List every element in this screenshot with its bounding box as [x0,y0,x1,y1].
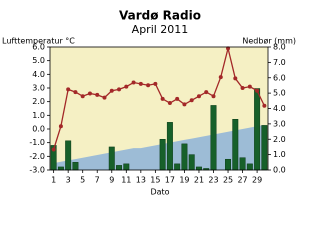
y-tick-label: -2.0 [29,152,45,161]
temp-point [247,84,252,89]
precip-bar [159,139,166,171]
precip-bar [108,146,115,171]
precip-bar [246,163,253,171]
temp-point [189,98,194,103]
y2-axis-label: Nedbør (mm) [242,37,296,46]
y2-tick-label: 8.0 [273,43,286,52]
temp-point [73,90,78,95]
temp-point [131,80,136,85]
x-tick-label: 3 [66,176,71,185]
x-tick-label: 17 [165,176,175,185]
y-tick-label: 1.0 [32,111,45,120]
y2-tick-label: 3.0 [273,119,286,128]
y2-tick-label: 6.0 [273,73,286,82]
x-axis-label: Dato [150,188,169,197]
x-tick-label: 19 [179,176,189,185]
temp-point [255,88,260,93]
temp-point [58,124,63,129]
temp-point [262,103,267,108]
temp-point [240,86,245,90]
y2-tick-label: 7.0 [273,58,286,67]
precip-bar [174,163,181,171]
temp-point [175,96,180,101]
x-tick-label: 11 [121,176,131,185]
temp-point [80,94,85,99]
x-tick-label: 5 [80,176,85,185]
temp-point [233,76,238,81]
y-tick-label: 4.0 [32,70,45,79]
x-tick-label: 21 [194,176,204,185]
precip-bar [239,157,246,171]
chart: Vardø Radio April 2011 Lufttemperatur °C… [2,9,296,197]
temp-point [204,90,209,95]
temp-point [95,92,100,97]
x-tick-label: 29 [252,176,262,185]
y-tick-label: 6.0 [32,43,45,52]
y-tick-label: 2.0 [32,97,45,106]
y2-tick-label: 2.0 [273,135,286,144]
precip-bar [261,125,268,171]
x-tick-label: 25 [223,176,233,185]
y2-tick-label: 0.0 [273,166,286,175]
page: {"chart_data": {"type": "combo", "title"… [2,8,296,197]
x-tick-label: 27 [237,176,247,185]
temp-point [87,91,92,96]
x-tick-label: 7 [95,176,100,185]
precip-bar [123,163,130,171]
y-axis-label: Lufttemperatur °C [2,37,75,46]
precip-bar [254,88,261,171]
precip-bar [225,158,232,171]
temp-point [51,147,56,152]
x-tick-label: 15 [150,176,160,185]
precip-bar [188,154,195,171]
precip-bar [166,122,173,171]
y2-tick-label: 1.0 [273,150,286,159]
precip-bar [57,166,64,171]
temp-point [102,95,107,100]
temp-point [160,96,165,101]
precip-bar [65,140,72,171]
precip-bar [195,166,202,171]
precip-bar [181,143,188,171]
y-tick-label: 3.0 [32,84,45,93]
precip-bar [72,162,79,171]
temp-point [109,88,114,93]
x-tick-label: 23 [208,176,218,185]
temp-point [196,94,201,99]
temp-point [66,87,71,92]
y-tick-label: 5.0 [32,56,45,65]
chart-subtitle: April 2011 [132,23,189,36]
temp-point [138,81,143,86]
temp-point [124,84,129,89]
temp-point [153,81,158,86]
precip-bar [210,105,217,171]
temp-point [218,75,223,80]
y-tick-label: -3.0 [29,166,45,175]
y2-tick-label: 4.0 [273,104,286,113]
x-tick-label: 1 [51,176,56,185]
y2-tick-label: 5.0 [273,89,286,98]
precip-bar [116,165,123,171]
temp-point [117,87,122,92]
chart-title: Vardø Radio [119,9,201,23]
temp-point [146,83,151,88]
temp-point [211,94,216,99]
x-tick-label: 9 [109,176,114,185]
y-tick-label: 0.0 [32,125,45,134]
temp-point [167,101,172,106]
precip-bar [232,119,239,171]
y-tick-label: -1.0 [29,138,45,147]
x-tick-label: 13 [136,176,146,185]
temp-point [182,102,187,107]
